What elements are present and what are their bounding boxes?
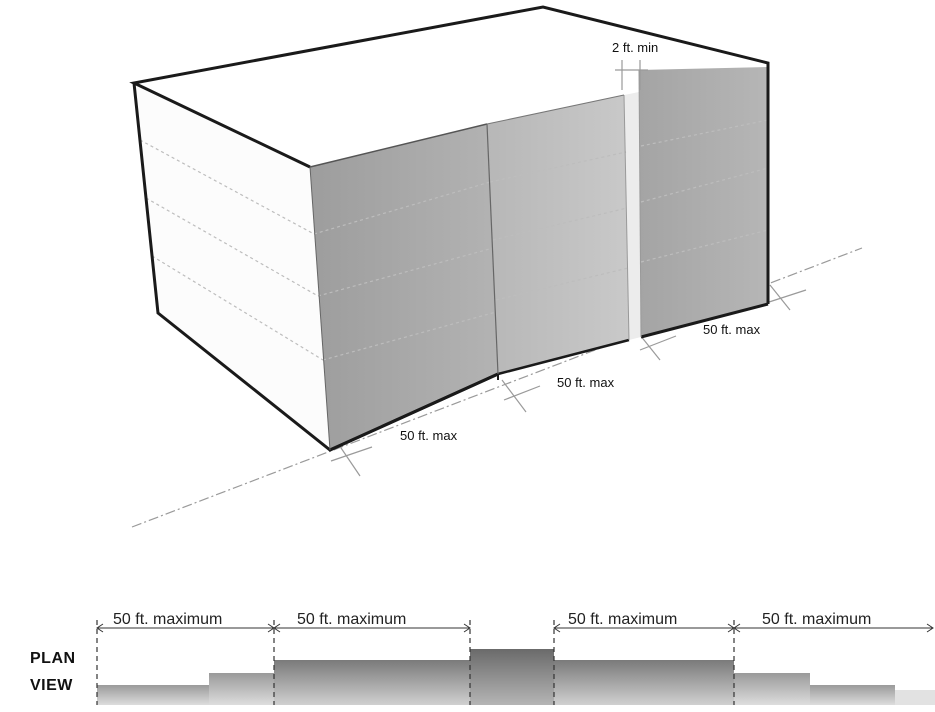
gap-sliver: [624, 92, 641, 340]
floor-lines: [139, 119, 769, 361]
plan-dimension-lines: [96, 623, 934, 633]
plan-block-7: [810, 685, 895, 705]
roof-face: [134, 7, 768, 167]
gap-dimension: [615, 60, 648, 90]
gap-label: 2 ft. min: [612, 40, 658, 55]
building-outline: [129, 5, 770, 452]
front-face-left: [310, 124, 498, 450]
building-massing: [134, 7, 768, 450]
left-segment-label: 50 ft. max: [400, 428, 458, 443]
plan-block-2: [209, 673, 274, 705]
middle-segment-label: 50 ft. max: [557, 375, 615, 390]
plan-dim-label-3: 50 ft. maximum: [568, 611, 677, 628]
plan-block-5: [554, 660, 734, 705]
plan-block-8: [895, 690, 935, 705]
plan-block-3: [274, 660, 470, 705]
side-face: [134, 83, 330, 450]
plan-view: 50 ft. maximum 50 ft. maximum 50 ft. max…: [30, 611, 935, 705]
plan-dim-label-2: 50 ft. maximum: [297, 611, 406, 628]
plan-dim-label-4: 50 ft. maximum: [762, 611, 871, 628]
plan-title-line1: PLAN: [30, 650, 76, 667]
front-face-right: [639, 67, 768, 337]
plan-block-4: [470, 649, 554, 705]
right-segment-label: 50 ft. max: [703, 322, 761, 337]
plan-block-6: [734, 673, 810, 705]
plan-dim-label-1: 50 ft. maximum: [113, 611, 222, 628]
plan-block-1: [97, 685, 209, 705]
front-face-recessed: [487, 95, 629, 374]
plan-title-line2: VIEW: [30, 677, 73, 694]
